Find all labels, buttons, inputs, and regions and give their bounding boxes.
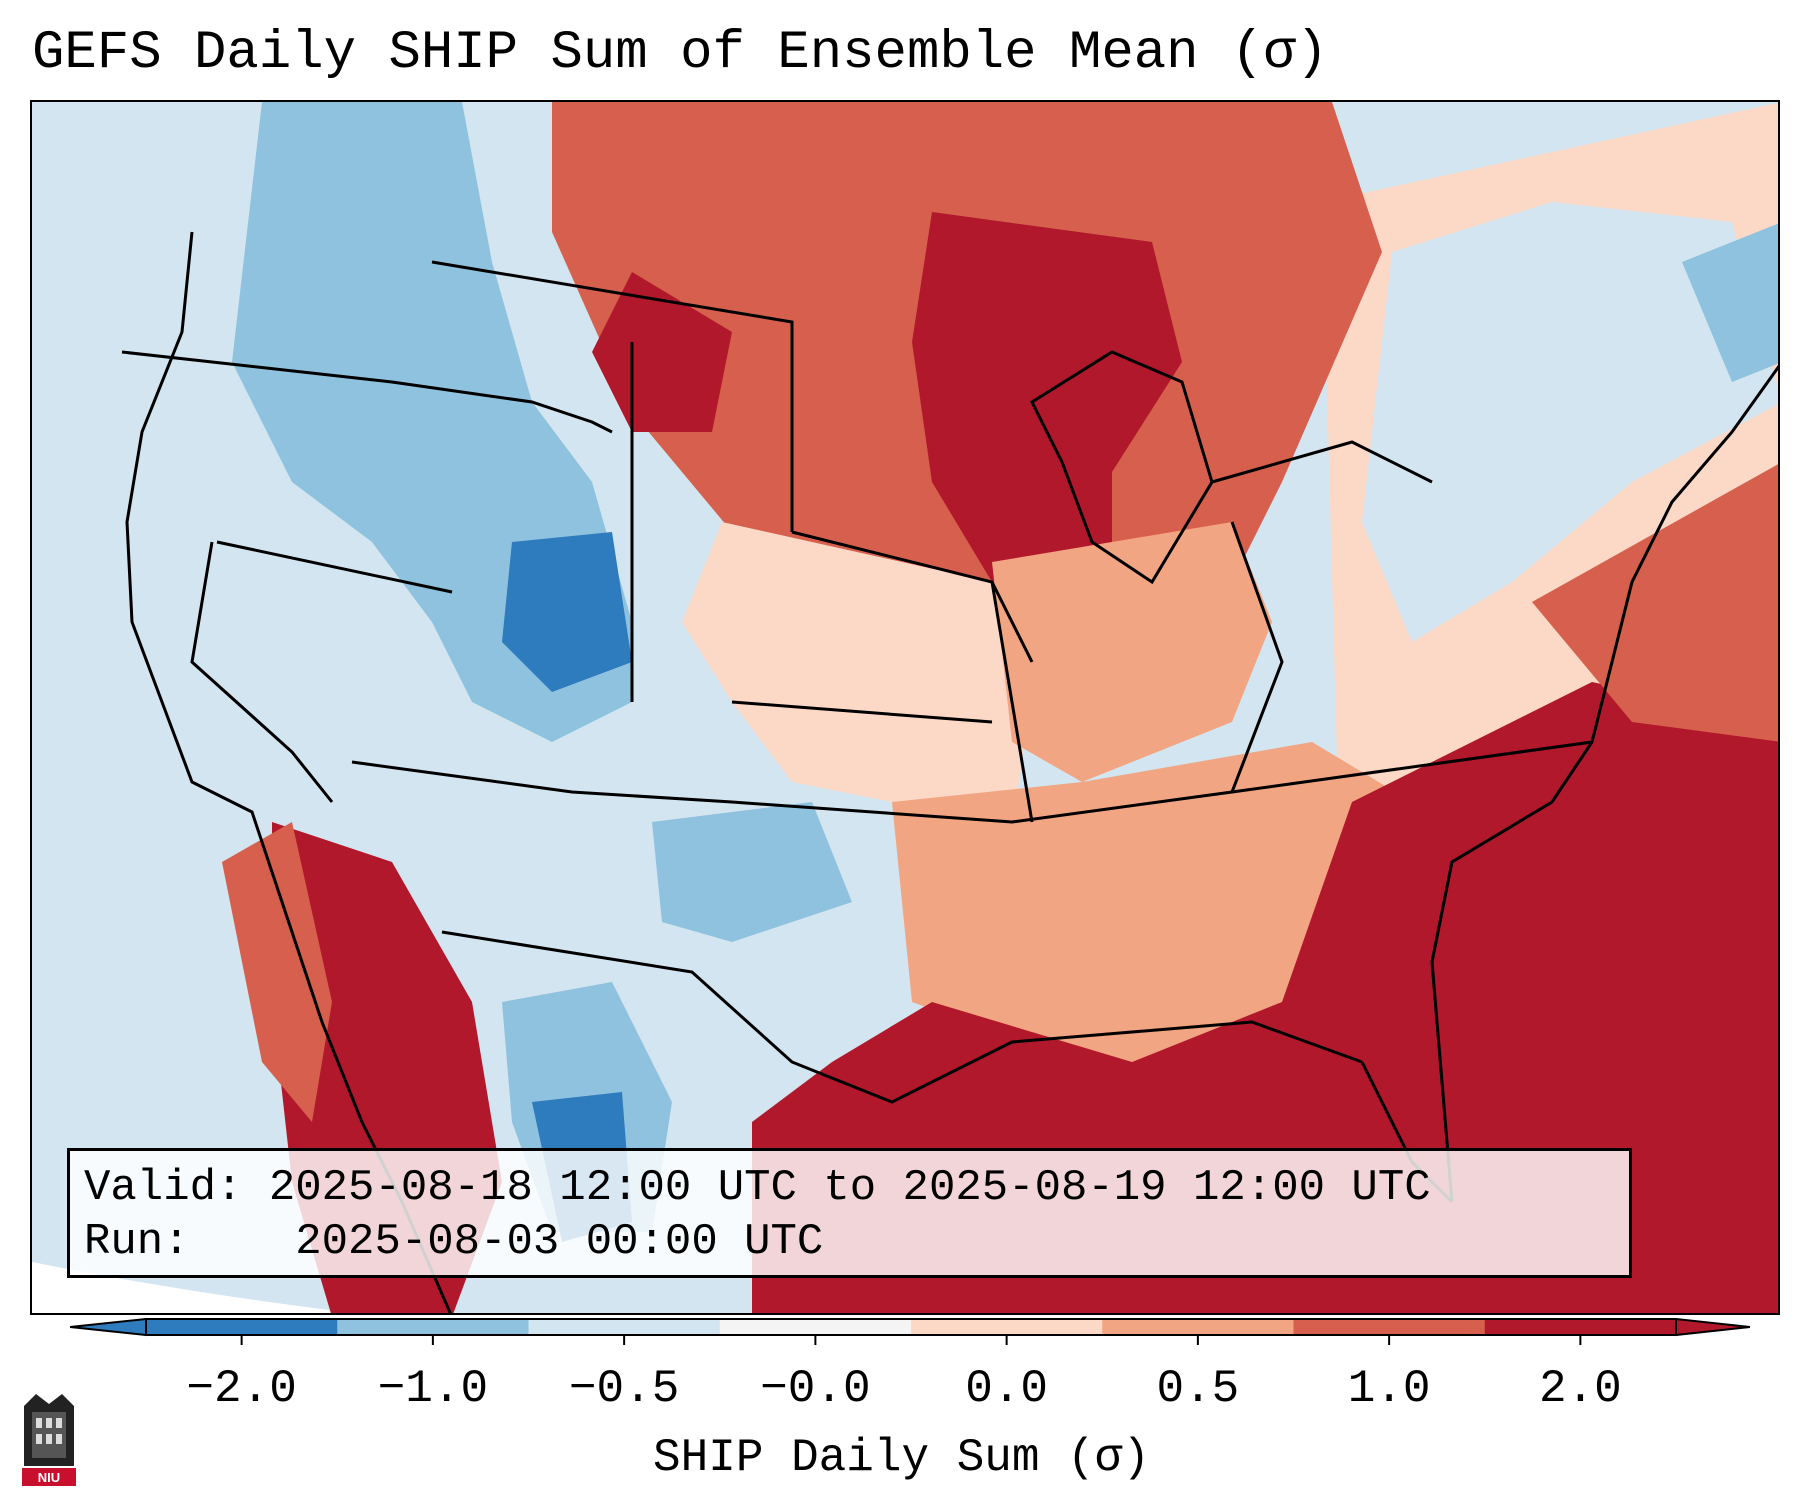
colorbar-tick-label: −1.0 — [377, 1363, 489, 1415]
colorbar-segment — [146, 1319, 338, 1335]
info-box: Valid: 2025-08-18 12:00 UTC to 2025-08-1… — [67, 1148, 1632, 1278]
colorbar-segment — [719, 1319, 912, 1335]
colorbar-tick-label: −0.5 — [568, 1363, 680, 1415]
logo-text: NIU — [38, 1470, 60, 1485]
colorbar-segment — [911, 1319, 1103, 1335]
valid-label: Valid: — [84, 1163, 243, 1213]
colorbar-segment — [1102, 1319, 1294, 1335]
colorbar-tick-label: 0.5 — [1156, 1363, 1240, 1415]
page-title: GEFS Daily SHIP Sum of Ensemble Mean (σ) — [32, 23, 1329, 84]
anomaly-region-colorado-strong-neg — [502, 532, 632, 692]
colorbar-tick-label: −0.0 — [760, 1363, 871, 1415]
map-panel — [30, 100, 1780, 1315]
anomaly-region-ohio-mid — [992, 522, 1272, 782]
run-label: Run: — [84, 1217, 190, 1267]
colorbar-tick-label: 1.0 — [1347, 1363, 1431, 1415]
colorbar-tick-label: −2.0 — [186, 1363, 297, 1415]
colorbar-segment — [1484, 1319, 1677, 1335]
colorbar-segment — [337, 1319, 529, 1335]
colorbar-tick-label: 0.0 — [965, 1363, 1049, 1415]
colorbar-segment — [1293, 1319, 1486, 1335]
colorbar-extend-low — [70, 1318, 147, 1337]
anomaly-region-northeast-neutral — [1362, 202, 1778, 642]
run-value: 2025-08-03 00:00 UTC — [295, 1217, 824, 1267]
colorbar — [70, 1318, 1750, 1345]
colorbar-extend-high — [1675, 1318, 1750, 1337]
niu-logo: NIU — [22, 1394, 76, 1486]
valid-value: 2025-08-18 12:00 UTC to 2025-08-19 12:00… — [268, 1163, 1431, 1213]
colorbar-label: SHIP Daily Sum (σ) — [653, 1432, 1150, 1484]
anomaly-map — [32, 102, 1778, 1313]
colorbar-tick-label: 2.0 — [1538, 1363, 1622, 1415]
border-lines — [121, 231, 1778, 1313]
anomaly-region-plains-light — [682, 522, 1032, 862]
colorbar-segment — [528, 1319, 721, 1335]
anomaly-region-great-lakes-max — [912, 212, 1182, 582]
